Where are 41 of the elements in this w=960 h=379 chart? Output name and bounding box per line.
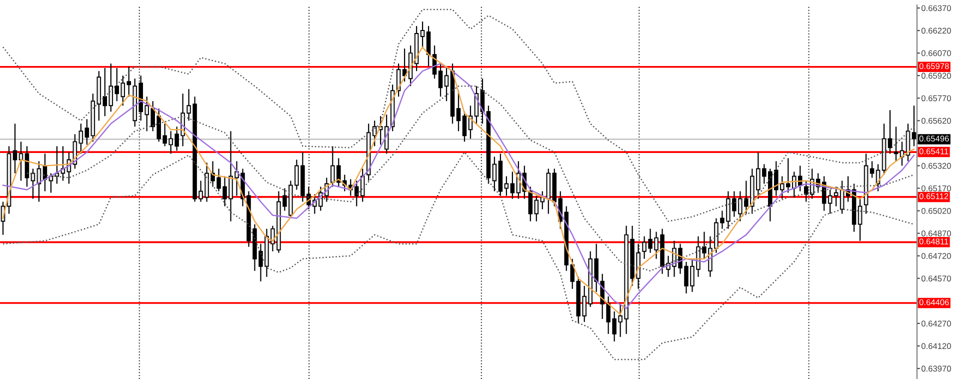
line-series [2,152,915,360]
candlestick [534,195,539,222]
candlestick [78,123,84,154]
ref-line-label: 0.64406 [919,299,949,306]
candlestick [888,110,892,154]
candlestick [444,66,449,102]
y-tick-label: 0.63970 [921,366,951,372]
candlestick [870,160,874,178]
y-tick-label: 0.66220 [921,28,951,34]
candlestick [894,126,898,162]
candlestick [420,20,425,50]
ref-line-label: 0.64811 [919,238,948,244]
candlestick [84,118,90,146]
candlestick [510,171,515,200]
candlestick [462,111,467,142]
y-tick-label: 0.65920 [921,72,951,79]
line-series [2,8,915,222]
y-tick-label: 0.65320 [921,162,951,169]
candlestick [438,63,443,98]
candlestick [30,168,36,200]
ref-line-label: 0.65978 [919,63,949,70]
y-tick-label: 0.64570 [921,276,951,282]
y-tick-label: 0.65170 [921,185,951,192]
candlestick [492,156,497,192]
y-tick-label: 0.66070 [921,50,951,56]
candlestick [18,141,24,182]
ref-line-label: 0.65411 [919,148,948,154]
y-tick-label: 0.65620 [921,118,951,124]
y-tick-label: 0.65020 [921,208,951,214]
line-series [26,85,915,272]
y-tick-label: 0.66370 [921,5,951,12]
y-tick-label: 0.65770 [921,95,951,102]
candlestick [828,189,832,214]
y-tick-label: 0.64270 [921,320,951,327]
candlestick [12,123,18,174]
ref-line-label: 0.65112 [919,193,948,200]
y-tick-label: 0.64120 [921,343,951,350]
ref-line-label: 0.65496 [919,136,949,142]
y-tick-label: 0.64720 [921,253,951,259]
y-tick-label: 0.64870 [921,230,951,236]
candlestick [858,198,862,242]
